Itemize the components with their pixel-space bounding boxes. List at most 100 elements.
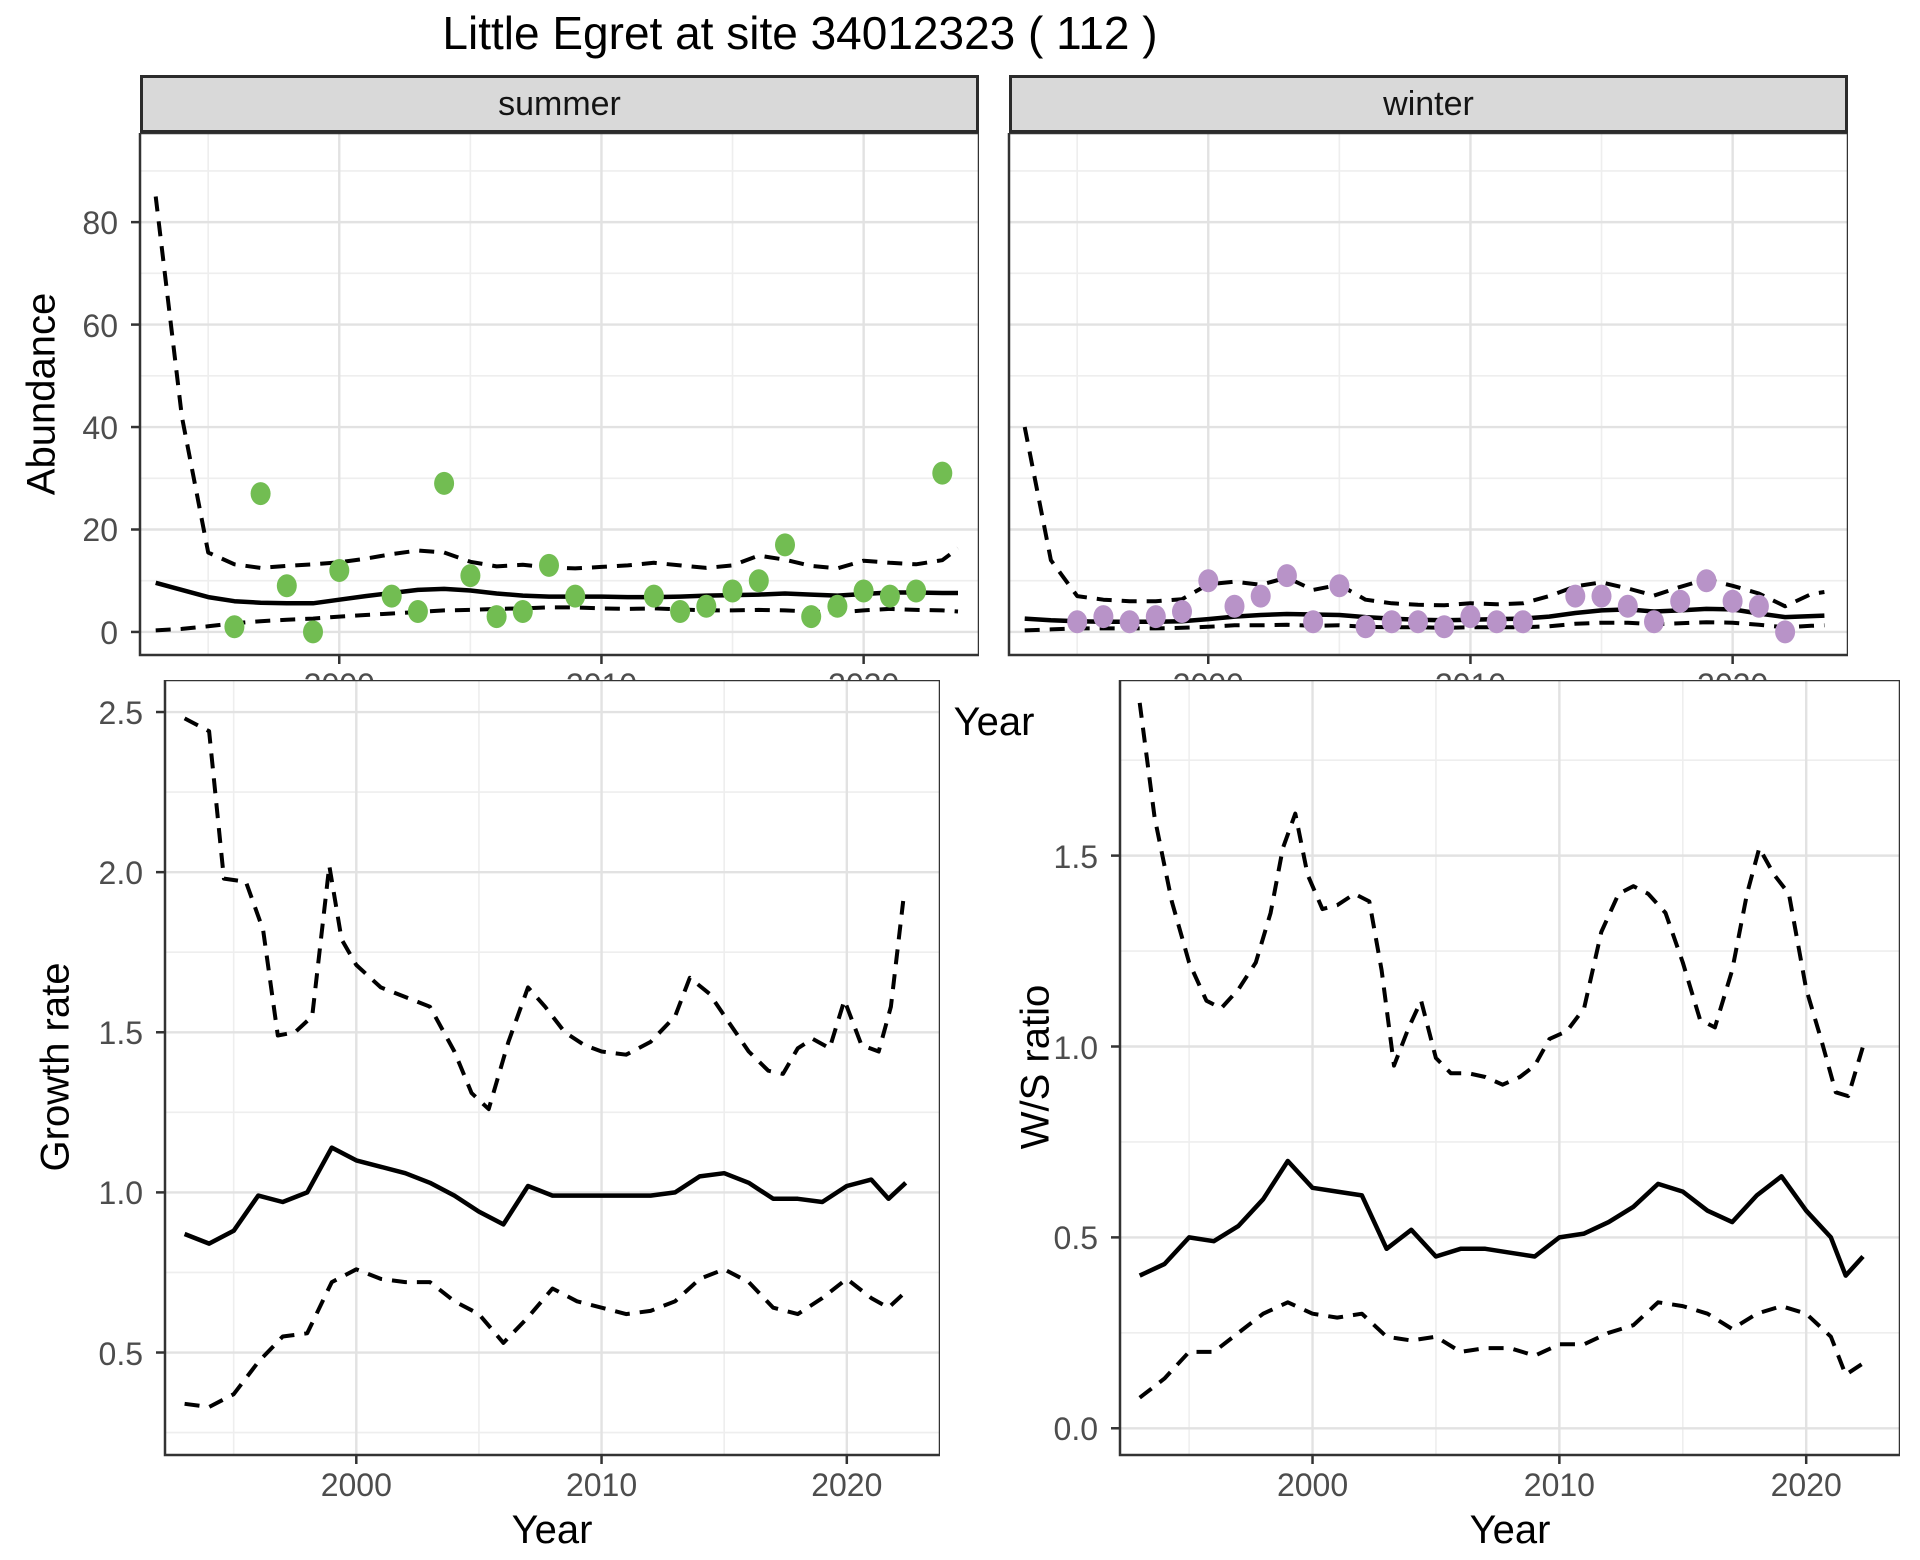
data-point bbox=[1644, 610, 1664, 634]
data-point bbox=[250, 482, 271, 506]
y-tick-label: 80 bbox=[82, 205, 118, 242]
facet-strip-summer: summer bbox=[140, 75, 979, 133]
data-point bbox=[1067, 610, 1088, 634]
ci-lower-line bbox=[1024, 620, 1825, 633]
data-point bbox=[1486, 610, 1507, 634]
data-point bbox=[1250, 584, 1271, 608]
ci-lower-line bbox=[184, 1267, 908, 1409]
facet-strip-winter-label: winter bbox=[1383, 84, 1474, 123]
data-point bbox=[1198, 569, 1219, 593]
data-point bbox=[643, 584, 664, 608]
data-point bbox=[1617, 594, 1638, 618]
x-tick-label: 2000 bbox=[1276, 1467, 1349, 1503]
page-title: Little Egret at site 34012323 ( 112 ) bbox=[442, 7, 1158, 59]
panel-ws-ratio bbox=[1111, 680, 1900, 1464]
panel-abundance-summer bbox=[131, 133, 979, 664]
data-point bbox=[670, 600, 691, 623]
data-point bbox=[1276, 564, 1297, 588]
data-point bbox=[1748, 594, 1769, 618]
y-tick-label: 1.5 bbox=[98, 1015, 143, 1052]
x-tick-label: 2020 bbox=[811, 1467, 883, 1503]
data-point bbox=[1460, 605, 1481, 629]
data-point bbox=[827, 594, 848, 618]
x-tick-label: 2010 bbox=[1523, 1467, 1595, 1503]
data-point bbox=[1381, 610, 1402, 634]
panel-border bbox=[138, 133, 979, 657]
data-point bbox=[775, 533, 795, 557]
y-tick-label: 0.5 bbox=[98, 1335, 143, 1372]
data-point bbox=[1224, 594, 1245, 618]
panel-background bbox=[140, 133, 979, 655]
facet-strip-summer-label: summer bbox=[498, 84, 621, 123]
data-point bbox=[1434, 615, 1455, 639]
y-axis-title-ws-ratio: W/S ratio bbox=[1013, 984, 1058, 1150]
data-point bbox=[1408, 610, 1428, 634]
x-axis-title-year-bottom-left: Year bbox=[511, 1508, 593, 1552]
data-point bbox=[1722, 589, 1743, 613]
data-point bbox=[1512, 610, 1533, 634]
data-point bbox=[276, 574, 297, 598]
y-tick-label: 1.0 bbox=[98, 1175, 143, 1212]
data-point bbox=[486, 605, 507, 629]
data-point bbox=[932, 461, 953, 485]
y-tick-label: 40 bbox=[82, 410, 118, 447]
panel-border bbox=[163, 680, 940, 1457]
data-point bbox=[539, 553, 559, 577]
data-point bbox=[1670, 589, 1691, 613]
y-tick-label: 0.0 bbox=[1053, 1411, 1098, 1448]
data-point bbox=[512, 600, 533, 623]
data-point bbox=[381, 584, 402, 608]
panel-border bbox=[1007, 133, 1848, 657]
y-tick-label: 1.0 bbox=[1053, 1029, 1098, 1066]
data-point bbox=[1355, 615, 1376, 639]
data-point bbox=[1145, 605, 1166, 629]
data-point bbox=[906, 579, 927, 603]
data-point bbox=[748, 569, 769, 593]
data-point bbox=[329, 559, 350, 582]
y-tick-label: 20 bbox=[82, 512, 118, 549]
y-tick-label: 60 bbox=[82, 307, 118, 344]
y-axis-title-growth-rate: Growth rate bbox=[33, 962, 78, 1172]
mean-line bbox=[183, 1145, 908, 1246]
x-tick-label: 2010 bbox=[565, 1467, 638, 1503]
x-axis-title-year-top: Year bbox=[953, 700, 1035, 744]
y-tick-label: 1.5 bbox=[1053, 838, 1098, 875]
y-tick-label: 2.0 bbox=[98, 855, 143, 892]
y-tick-label: 0.5 bbox=[1053, 1220, 1098, 1257]
data-point bbox=[224, 615, 245, 639]
data-point bbox=[1775, 620, 1796, 644]
ci-upper-line bbox=[183, 716, 906, 1112]
panel-abundance-winter bbox=[1007, 133, 1848, 664]
data-point bbox=[1591, 584, 1612, 608]
data-point bbox=[1329, 574, 1350, 598]
data-point bbox=[1303, 610, 1324, 634]
panel-growth-rate bbox=[156, 680, 940, 1464]
data-point bbox=[1565, 584, 1586, 608]
data-point bbox=[407, 600, 428, 623]
data-point bbox=[434, 471, 455, 495]
data-point bbox=[1093, 605, 1114, 629]
data-point bbox=[853, 579, 874, 603]
y-tick-label: 2.5 bbox=[98, 695, 143, 732]
mean-line bbox=[155, 580, 958, 606]
data-point bbox=[1696, 569, 1717, 593]
panel-background bbox=[165, 680, 940, 1455]
panel-border bbox=[1118, 680, 1900, 1457]
panel-background bbox=[1120, 680, 1900, 1455]
x-axis-title-year-bottom-right: Year bbox=[1469, 1508, 1551, 1552]
data-point bbox=[1172, 600, 1192, 623]
facet-strip-winter: winter bbox=[1009, 75, 1848, 133]
panel-background bbox=[1009, 133, 1848, 655]
data-point bbox=[696, 594, 717, 618]
ci-lower-line bbox=[1138, 1300, 1865, 1400]
data-point bbox=[303, 620, 323, 644]
x-tick-label: 2020 bbox=[1770, 1467, 1842, 1503]
data-point bbox=[1119, 610, 1140, 634]
data-point bbox=[879, 584, 900, 608]
mean-line bbox=[1138, 1158, 1865, 1278]
data-point bbox=[565, 584, 586, 608]
data-point bbox=[722, 579, 743, 603]
data-point bbox=[460, 564, 481, 588]
x-tick-label: 2000 bbox=[320, 1467, 392, 1503]
data-point bbox=[801, 605, 822, 629]
